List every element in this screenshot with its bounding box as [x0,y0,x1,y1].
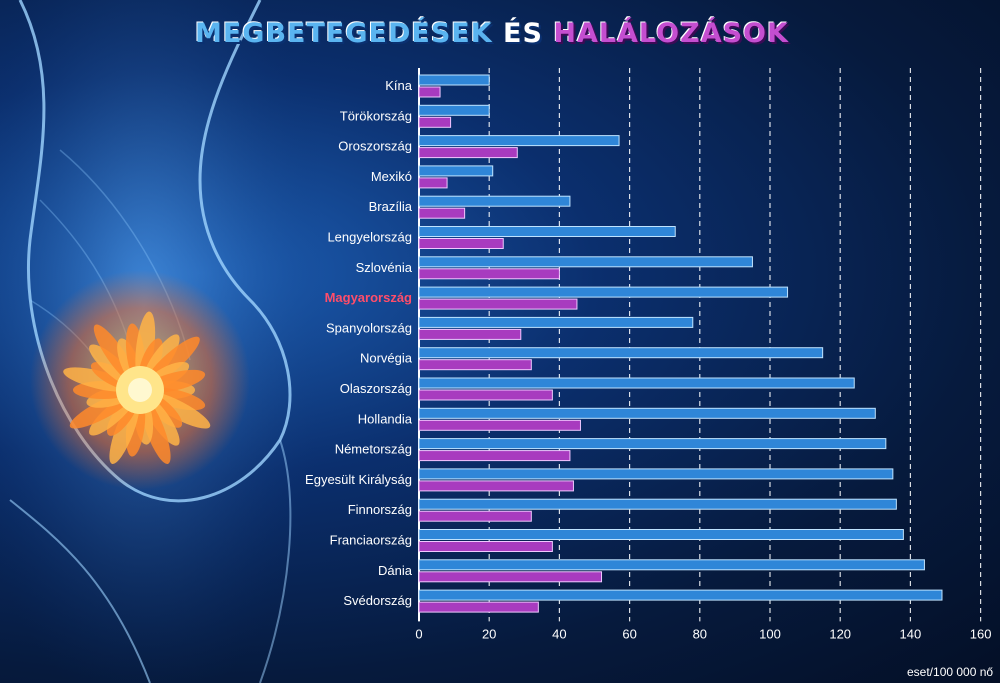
bar-mortality [418,147,518,159]
bar-mortality [418,359,532,371]
title-and: ÉS [503,18,543,49]
bar-incidence [418,195,571,207]
category-label: Olaszország [340,381,412,396]
category-label: Oroszország [338,139,412,154]
bar-incidence [418,559,925,571]
bar-mortality [418,268,560,280]
breast-illustration-icon [0,0,320,683]
category-label: Magyarország [325,290,412,305]
category-label: Egyesült Királyság [305,472,412,487]
bar-incidence [418,165,494,177]
bar-incidence [418,104,490,116]
bar-mortality [418,207,466,219]
category-label: Norvégia [360,351,413,366]
bar-incidence [418,256,753,268]
bars [418,74,943,613]
x-tick-label: 140 [900,626,922,641]
category-label: Szlovénia [356,260,413,275]
bar-incidence [418,589,943,601]
x-tick-label: 160 [970,626,992,641]
bar-mortality [418,419,581,431]
title-incidence: MEGBETEGEDÉSEK [195,18,493,49]
category-label: Brazília [369,199,413,214]
x-tick-labels: 0 20 40 60 80 100 120 140 160 [415,626,991,641]
x-tick-label: 40 [552,626,566,641]
category-label: Törökország [340,108,412,123]
bar-mortality [418,541,553,552]
bar-incidence [418,135,620,147]
bar-mortality [418,450,571,462]
bar-incidence [418,286,789,298]
bar-mortality [418,601,539,613]
category-label: Németország [335,442,412,457]
category-label: Svédország [343,593,412,608]
bar-mortality [418,510,532,522]
bar-mortality [418,480,574,492]
bar-mortality [418,328,522,340]
bar-mortality [418,298,578,310]
bar-incidence [418,377,855,389]
x-tick-label: 80 [693,626,707,641]
category-label: Hollandia [358,411,413,426]
bar-mortality [418,571,603,583]
bar-mortality [418,389,553,401]
x-tick-label: 100 [759,626,781,641]
category-label: Dánia [378,563,413,578]
x-tick-label: 20 [482,626,496,641]
bar-incidence [418,74,490,86]
category-label: Franciaország [330,533,412,548]
x-tick-label: 0 [415,626,422,641]
category-label: Finnország [348,502,412,517]
bar-incidence [418,438,887,450]
bar-incidence [418,407,876,419]
category-label: Kína [385,78,413,93]
category-label: Lengyelország [327,230,412,245]
bar-incidence [418,316,694,328]
x-tick-label: 120 [829,626,851,641]
bar-incidence [418,226,676,237]
x-tick-label: 60 [622,626,636,641]
bar-incidence [418,347,824,359]
bar-incidence [418,498,897,510]
category-label: Mexikó [371,169,412,184]
x-axis-unit-label: eset/100 000 nő [907,665,993,679]
bar-incidence [418,529,904,540]
bar-incidence [418,468,894,480]
category-labels: Kína Törökország Oroszország Mexikó Brazília… [305,78,413,608]
bar-mortality [418,238,504,249]
bar-mortality [418,116,452,128]
category-label: Spanyolország [326,320,412,335]
bar-mortality [418,177,448,189]
title-mortality: HALÁLOZÁSOK [553,18,789,49]
chart-title: MEGBETEGEDÉSEK ÉS HALÁLOZÁSOK [195,18,789,49]
bar-mortality [418,86,441,98]
